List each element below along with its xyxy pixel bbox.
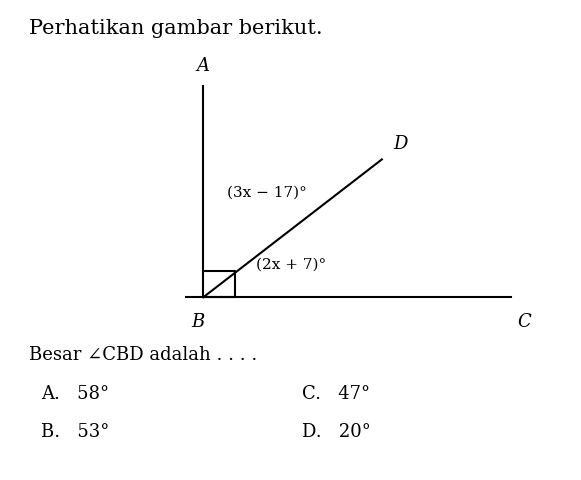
Text: (3x − 17)°: (3x − 17)° [227, 185, 306, 199]
Text: A: A [197, 57, 210, 74]
Text: B: B [191, 312, 204, 330]
Text: Besar ∠CBD adalah . . . .: Besar ∠CBD adalah . . . . [29, 346, 257, 363]
Text: D: D [393, 135, 408, 153]
Text: C.   47°: C. 47° [302, 384, 370, 402]
Text: (2x + 7)°: (2x + 7)° [256, 257, 326, 271]
Text: D.   20°: D. 20° [302, 422, 371, 440]
Text: C: C [517, 312, 531, 330]
Text: Perhatikan gambar berikut.: Perhatikan gambar berikut. [29, 19, 322, 38]
Text: A.   58°: A. 58° [41, 384, 109, 402]
Text: B.   53°: B. 53° [41, 422, 109, 440]
